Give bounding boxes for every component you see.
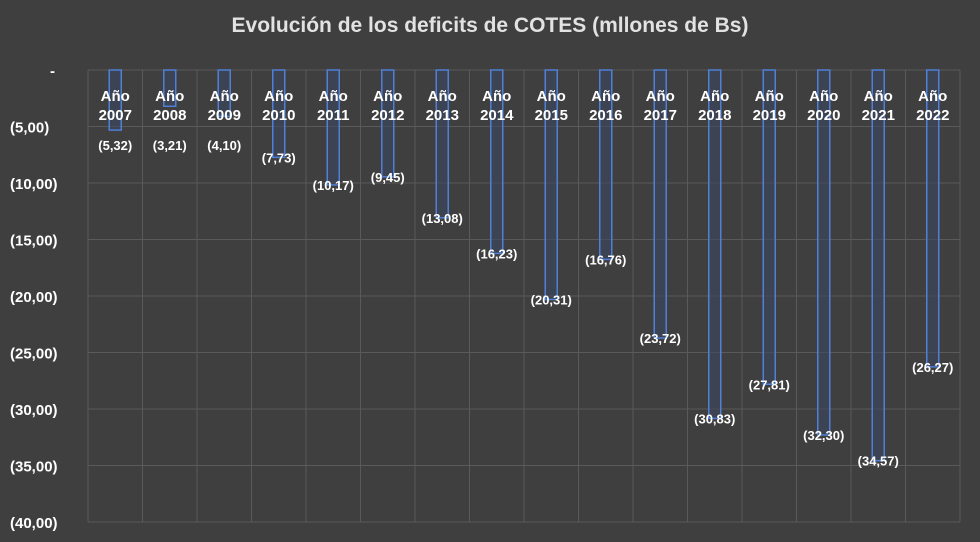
- bar: [108, 69, 122, 131]
- x-tick-label: Año 2018: [698, 88, 731, 124]
- data-label: (26,27): [912, 360, 953, 375]
- x-tick-label: Año 2022: [916, 88, 949, 124]
- bar: [708, 69, 722, 420]
- bar: [762, 69, 776, 386]
- bar: [490, 69, 504, 255]
- x-tick-label: Año 2008: [153, 88, 186, 124]
- data-label: (7,73): [262, 150, 296, 165]
- data-label: (23,72): [640, 331, 681, 346]
- chart-title: Evolución de los deficits de COTES (mllo…: [231, 14, 749, 37]
- data-label: (34,57): [858, 454, 899, 469]
- x-tick-label: Año 2011: [317, 88, 350, 124]
- x-tick-label: Año 2012: [371, 88, 404, 124]
- x-tick-label: Año 2016: [589, 88, 622, 124]
- data-label: (20,31): [531, 293, 572, 308]
- x-tick-label: Año 2020: [807, 88, 840, 124]
- y-tick-label: -: [50, 63, 55, 80]
- data-label: (5,32): [98, 138, 132, 153]
- x-tick-label: Año 2017: [644, 88, 677, 124]
- data-label: (4,10): [207, 138, 241, 153]
- y-tick-label: (25,00): [10, 346, 58, 363]
- x-tick-label: Año 2009: [208, 88, 241, 124]
- bar: [381, 69, 395, 178]
- x-tick-label: Año 2021: [862, 88, 895, 124]
- bar: [871, 69, 885, 462]
- x-tick-label: Año 2007: [99, 88, 132, 124]
- data-label: (9,45): [371, 170, 405, 185]
- y-tick-label: (20,00): [10, 289, 58, 306]
- bar: [163, 69, 177, 108]
- y-tick-label: (15,00): [10, 233, 58, 250]
- data-label: (13,08): [422, 211, 463, 226]
- bar: [599, 69, 613, 261]
- bar: [817, 69, 831, 436]
- bar: [926, 69, 940, 368]
- y-tick-label: (10,00): [10, 176, 58, 193]
- data-label: (32,30): [803, 428, 844, 443]
- x-tick-label: Año 2014: [480, 88, 514, 124]
- bar: [435, 69, 449, 219]
- data-label: (10,17): [313, 178, 354, 193]
- bar: [544, 69, 558, 301]
- y-tick-label: (5,00): [10, 120, 49, 137]
- x-tick-label: Año 2010: [262, 88, 295, 124]
- y-tick-label: (35,00): [10, 459, 58, 476]
- bar: [217, 69, 231, 118]
- data-label: (3,21): [153, 138, 187, 153]
- x-tick-label: Año 2015: [535, 88, 568, 124]
- data-label: (16,23): [476, 246, 517, 261]
- bar: [326, 69, 340, 186]
- bar: [272, 69, 286, 159]
- y-tick-label: (40,00): [10, 515, 58, 532]
- data-label: (27,81): [749, 377, 790, 392]
- x-tick-label: Año 2019: [753, 88, 786, 124]
- data-label: (30,83): [694, 411, 735, 426]
- data-label: (16,76): [585, 252, 626, 267]
- y-tick-label: (30,00): [10, 402, 58, 419]
- bar: [653, 69, 667, 339]
- x-tick-label: Año 2013: [426, 88, 459, 124]
